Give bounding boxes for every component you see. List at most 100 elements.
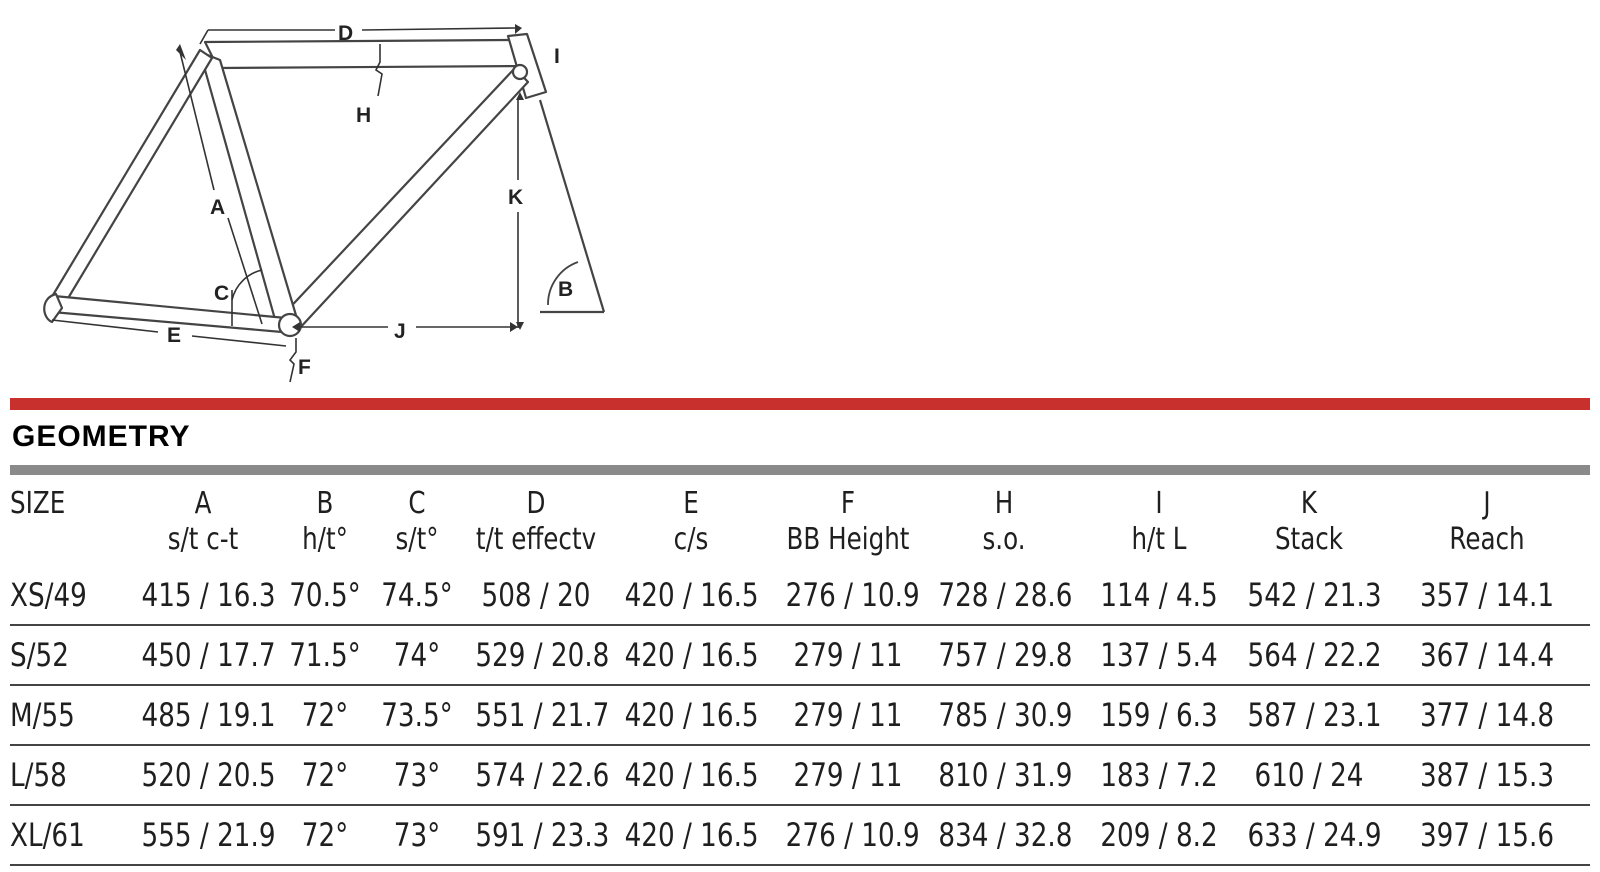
table-cell: 71.5° — [286, 625, 364, 686]
table-cell: 367 / 14.4 — [1402, 625, 1572, 686]
table-cell: 159 / 6.3 — [1097, 685, 1221, 746]
top-tube — [203, 38, 530, 70]
column-header-k: K Stack — [1248, 484, 1371, 566]
table-cell: 485 / 19.1 — [141, 685, 276, 746]
column-letter: SIZE — [10, 486, 66, 521]
table-cell: 73° — [380, 805, 454, 866]
down-tube — [280, 66, 530, 332]
column-subtitle: h/t° — [302, 522, 348, 557]
column-letter: F — [840, 486, 856, 521]
table-cell: 450 / 17.7 — [141, 625, 276, 686]
table-cell: 834 / 32.8 — [938, 805, 1072, 866]
table-cell: 591 / 23.3 — [475, 805, 609, 866]
table-cell: 70.5° — [286, 566, 364, 626]
size-cell: L/58 — [10, 745, 107, 806]
column-header-size: SIZE — [10, 484, 107, 566]
geometry-title: GEOMETRY — [12, 420, 191, 453]
column-subtitle: t/t effectv — [475, 522, 597, 557]
table-cell: 114 / 4.5 — [1097, 566, 1221, 626]
table-cell: 387 / 15.3 — [1402, 745, 1572, 806]
label-A: A — [210, 196, 225, 219]
table-row: XL/61 555 / 21.9 72° 73° 591 / 23.3 420 / 16.… — [10, 805, 1590, 866]
label-E: E — [167, 324, 181, 347]
size-cell: M/55 — [10, 685, 107, 746]
size-cell: XS/49 — [10, 566, 107, 626]
table-cell: 574 / 22.6 — [475, 745, 609, 806]
table-cell: 397 / 15.6 — [1402, 805, 1572, 866]
size-cell: S/52 — [10, 625, 107, 686]
column-subtitle: s.o. — [982, 522, 1026, 557]
table-cell: 72° — [286, 685, 364, 746]
table-cell: 420 / 16.5 — [624, 745, 759, 806]
table-cell: 72° — [286, 745, 364, 806]
table-cell: 279 / 11 — [785, 625, 911, 686]
column-header-f: F BB Height — [786, 484, 911, 566]
table-cell: 137 / 5.4 — [1097, 625, 1221, 686]
table-row: M/55 485 / 19.1 72° 73.5° 551 / 21.7 420 / 16… — [10, 685, 1590, 746]
table-cell: 633 / 24.9 — [1247, 805, 1382, 866]
table-cell: 520 / 20.5 — [141, 745, 276, 806]
table-cell: 73° — [380, 745, 454, 806]
column-subtitle: h/t L — [1131, 522, 1187, 557]
column-subtitle: c/s — [673, 522, 709, 557]
table-cell: 757 / 29.8 — [938, 625, 1072, 686]
label-B: B — [558, 278, 573, 301]
table-cell: 209 / 8.2 — [1097, 805, 1221, 866]
frame-geometry-diagram: D H I A K B C J E F — [43, 22, 606, 383]
column-subtitle: s/t° — [395, 522, 439, 557]
label-D: D — [338, 22, 353, 45]
label-C: C — [214, 282, 229, 305]
table-cell: 420 / 16.5 — [624, 625, 759, 686]
size-cell: XL/61 — [10, 805, 107, 866]
bottom-bracket — [277, 312, 303, 338]
table-cell: 529 / 20.8 — [475, 625, 609, 686]
table-cell: 276 / 10.9 — [785, 566, 920, 626]
table-cell: 415 / 16.3 — [141, 566, 276, 626]
column-letter: B — [316, 486, 334, 521]
table-cell: 279 / 11 — [785, 685, 911, 746]
table-cell: 183 / 7.2 — [1097, 745, 1221, 806]
column-letter: K — [1300, 486, 1318, 521]
table-cell: 420 / 16.5 — [624, 566, 759, 626]
table-cell: 785 / 30.9 — [938, 685, 1072, 746]
table-cell: 542 / 21.3 — [1247, 566, 1382, 626]
table-cell: 508 / 20 — [475, 566, 597, 626]
column-subtitle: Stack — [1274, 522, 1344, 557]
table-cell: 279 / 11 — [785, 745, 911, 806]
column-letter: I — [1155, 486, 1163, 521]
column-letter: C — [408, 486, 426, 521]
table-cell: 810 / 31.9 — [938, 745, 1072, 806]
table-row: S/52 450 / 17.7 71.5° 74° 529 / 20.8 420 / 16… — [10, 625, 1590, 686]
column-header-j: J Reach — [1403, 484, 1572, 566]
label-K: K — [508, 186, 523, 209]
column-letter: D — [526, 486, 546, 521]
label-F: F — [298, 356, 311, 379]
table-cell: 564 / 22.2 — [1247, 625, 1382, 686]
column-letter: J — [1483, 486, 1491, 521]
table-cell: 276 / 10.9 — [785, 805, 920, 866]
table-row: L/58 520 / 20.5 72° 73° 574 / 22.6 420 / 16.5… — [10, 745, 1590, 806]
label-J: J — [394, 320, 406, 343]
gray-rule — [10, 465, 1590, 475]
column-subtitle: BB Height — [786, 522, 910, 557]
table-cell: 420 / 16.5 — [624, 685, 759, 746]
label-H: H — [356, 104, 371, 127]
seat-stay — [48, 48, 214, 307]
red-rule — [10, 398, 1590, 410]
table-cell: 555 / 21.9 — [141, 805, 276, 866]
table-cell: 74.5° — [380, 566, 454, 626]
table-cell: 74° — [380, 625, 454, 686]
label-I: I — [554, 45, 560, 68]
table-cell: 72° — [286, 805, 364, 866]
table-row: XS/49 415 / 16.3 70.5° 74.5° 508 / 20 420 / 1… — [10, 566, 1590, 626]
table-cell: 587 / 23.1 — [1247, 685, 1382, 746]
column-subtitle: s/t c-t — [167, 522, 239, 557]
table-cell: 357 / 14.1 — [1402, 566, 1572, 626]
rear-dropout — [43, 292, 64, 324]
